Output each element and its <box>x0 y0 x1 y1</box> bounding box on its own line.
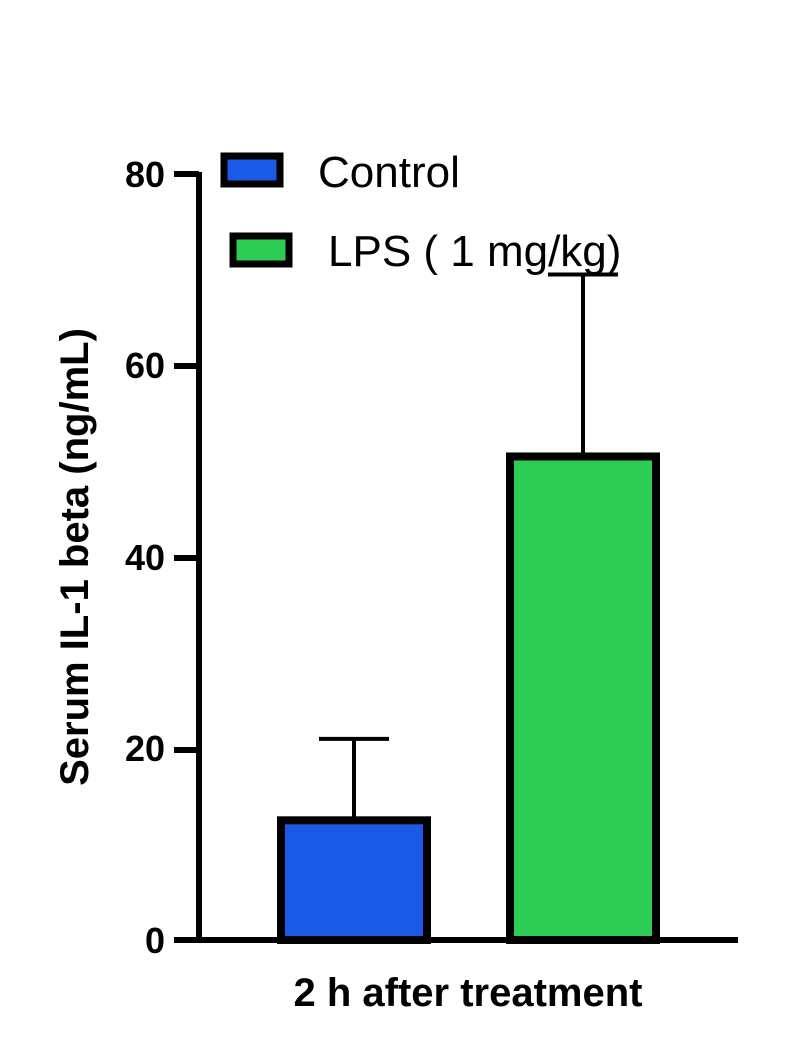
y-tick-label-20: 20 <box>125 728 165 769</box>
y-axis <box>174 171 202 943</box>
y-tick-label-0: 0 <box>145 920 165 961</box>
legend-swatch-lps <box>229 232 293 268</box>
legend-swatch-control <box>220 152 284 188</box>
y-tick-label-40: 40 <box>125 537 165 578</box>
legend-label-lps: LPS ( 1 mg/kg) <box>328 227 621 276</box>
y-tick-label-60: 60 <box>125 345 165 386</box>
bar-control <box>277 816 431 944</box>
bar-lps <box>506 452 660 944</box>
legend-label-control: Control <box>318 148 460 197</box>
y-axis-title: Serum IL-1 beta (ng/mL) <box>53 328 97 786</box>
error-bar-control <box>319 736 389 821</box>
x-axis-title: 2 h after treatment <box>294 971 643 1015</box>
legend: Control LPS ( 1 mg/kg) <box>220 148 621 276</box>
y-tick-label-80: 80 <box>125 154 165 195</box>
error-bar-lps <box>548 272 618 457</box>
